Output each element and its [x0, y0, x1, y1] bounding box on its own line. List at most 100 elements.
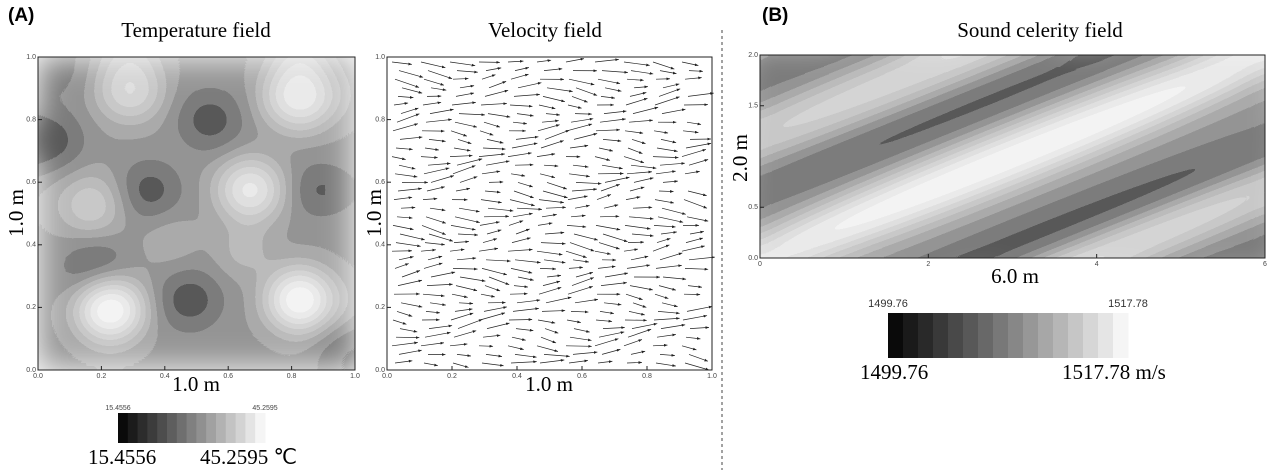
- velocity-arrow: [657, 334, 676, 337]
- velocity-arrow: [400, 234, 425, 240]
- velocity-arrow: [542, 311, 565, 312]
- velocity-arrow: [690, 232, 704, 234]
- velocity-arrow: [567, 124, 592, 131]
- x-tick-label: 0.8: [287, 373, 297, 380]
- velocity-arrow: [627, 362, 642, 363]
- velocity-arrow: [602, 165, 623, 168]
- velocity-arrow: [599, 332, 624, 337]
- velocity-arrow: [450, 156, 472, 157]
- colorbar-step: [147, 413, 157, 443]
- velocity-arrow: [457, 354, 471, 356]
- velocity-arrow: [541, 337, 556, 343]
- velocity-arrow: [538, 223, 552, 225]
- velocity-arrow: [516, 229, 530, 234]
- velocity-arrow: [595, 251, 611, 254]
- velocity-arrow: [574, 234, 598, 240]
- velocity-arrow: [395, 264, 409, 269]
- velocity-arrow: [421, 62, 445, 68]
- velocity-arrow: [654, 131, 668, 133]
- velocity-arrow: [508, 153, 532, 157]
- velocity-arrow: [602, 71, 628, 73]
- panel-label: (A): [8, 5, 34, 26]
- velocity-arrow: [631, 351, 645, 354]
- velocity-arrow: [511, 74, 529, 79]
- velocity-arrow: [629, 311, 645, 314]
- colorbar-max-small: 45.2595: [252, 405, 277, 412]
- velocity-arrow: [659, 191, 674, 192]
- x-axis-label: 1.0 m: [172, 372, 220, 396]
- contour-blob: [220, 163, 280, 217]
- velocity-arrow: [486, 354, 502, 356]
- velocity-arrow: [424, 168, 449, 174]
- colorbar-step: [948, 313, 964, 358]
- velocity-arrow: [486, 260, 511, 261]
- x-tick-label: 6: [1263, 261, 1267, 268]
- contour-blob: [100, 63, 160, 117]
- velocity-arrow: [687, 122, 701, 124]
- velocity-arrow: [429, 234, 453, 241]
- velocity-arrow: [682, 62, 698, 66]
- velocity-arrow: [483, 239, 497, 243]
- velocity-arrow: [540, 268, 556, 269]
- velocity-arrow: [392, 157, 406, 160]
- velocity-arrow: [686, 337, 700, 339]
- velocity-arrow: [421, 157, 438, 158]
- velocity-arrow: [398, 96, 413, 97]
- colorbar-step: [1038, 313, 1054, 358]
- velocity-arrow: [537, 154, 555, 157]
- velocity-arrow: [600, 216, 619, 217]
- velocity-arrow: [601, 96, 615, 98]
- velocity-arrow: [632, 234, 654, 236]
- velocity-arrow: [569, 79, 594, 85]
- velocity-arrow: [573, 260, 589, 262]
- velocity-arrow: [634, 178, 653, 183]
- y-tick-label: 0.6: [26, 179, 36, 186]
- velocity-arrow: [486, 161, 510, 165]
- velocity-arrow: [483, 148, 505, 149]
- velocity-arrow: [481, 294, 495, 297]
- velocity-arrow: [429, 139, 446, 141]
- velocity-arrow: [566, 251, 587, 257]
- x-tick-label: 0: [758, 261, 762, 268]
- velocity-arrow: [595, 157, 610, 161]
- velocity-arrow: [566, 59, 584, 62]
- colorbar-step: [1083, 313, 1099, 358]
- velocity-arrow: [572, 189, 597, 191]
- velocity-arrow: [656, 171, 676, 174]
- plot-title: Velocity field: [488, 18, 602, 42]
- velocity-arrow: [421, 250, 436, 251]
- velocity-arrow: [626, 197, 640, 200]
- velocity-arrow: [458, 139, 471, 143]
- velocity-arrow: [395, 361, 412, 363]
- velocity-arrow: [601, 283, 627, 286]
- velocity-arrow: [605, 177, 629, 182]
- velocity-arrow: [393, 320, 406, 324]
- velocity-arrow: [425, 332, 451, 337]
- velocity-arrow: [508, 346, 524, 350]
- colorbar-min-small: 1499.76: [868, 298, 908, 310]
- velocity-arrow: [605, 273, 628, 277]
- velocity-arrow: [596, 225, 620, 229]
- velocity-arrow: [430, 109, 454, 113]
- velocity-arrow: [633, 107, 658, 113]
- y-tick-label: 2.0: [748, 52, 758, 59]
- contour-blob: [150, 222, 190, 258]
- colorbar-step: [933, 313, 949, 358]
- velocity-arrow: [599, 243, 620, 249]
- y-tick-label: 0.4: [375, 242, 385, 249]
- velocity-arrow: [517, 208, 542, 209]
- velocity-arrow: [627, 265, 650, 268]
- velocity-arrow: [518, 277, 534, 280]
- velocity-arrow: [456, 188, 470, 191]
- velocity-arrow: [426, 311, 440, 312]
- velocity-arrow: [604, 303, 621, 305]
- velocity-arrow: [627, 172, 652, 174]
- x-tick-label: 4: [1095, 261, 1099, 268]
- y-tick-label: 0.0: [748, 255, 758, 262]
- velocity-arrow: [401, 108, 418, 114]
- velocity-arrow: [399, 165, 415, 169]
- plot-title: Temperature field: [121, 18, 271, 42]
- colorbar-min: 15.4556: [88, 445, 156, 469]
- velocity-field: [392, 59, 715, 370]
- velocity-arrow: [513, 308, 539, 311]
